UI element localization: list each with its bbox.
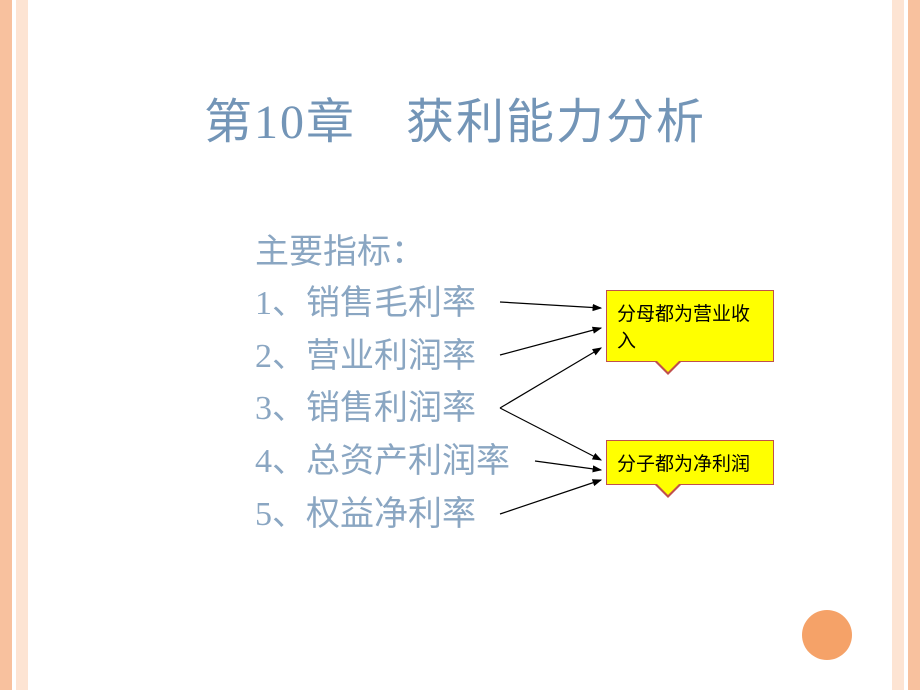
callout-numerator: 分子都为净利润 [606, 440, 774, 485]
list-item: 3、销售利润率 [255, 383, 510, 436]
left-border-inner [16, 0, 28, 690]
callout-denominator: 分母都为营业收入 [606, 290, 774, 362]
callout-text: 分母都为营业收入 [617, 304, 750, 352]
decorative-circle [802, 610, 852, 660]
subtitle: 主要指标： [255, 224, 425, 273]
callout-tail [656, 483, 680, 495]
right-border-stripe [892, 0, 920, 690]
list-item: 4、总资产利润率 [255, 436, 510, 489]
indicator-list: 1、销售毛利率 2、营业利润率 3、销售利润率 4、总资产利润率 5、权益净利率 [255, 278, 510, 541]
left-border-outer [0, 0, 12, 690]
left-border-stripe [0, 0, 28, 690]
list-item: 2、营业利润率 [255, 331, 510, 384]
page-title: 第10章 获利能力分析 [204, 82, 734, 152]
list-item: 1、销售毛利率 [255, 278, 510, 331]
list-item: 5、权益净利率 [255, 489, 510, 542]
callout-text: 分子都为净利润 [617, 454, 750, 475]
right-border-outer [908, 0, 920, 690]
right-border-inner [892, 0, 904, 690]
callout-tail [656, 360, 680, 372]
